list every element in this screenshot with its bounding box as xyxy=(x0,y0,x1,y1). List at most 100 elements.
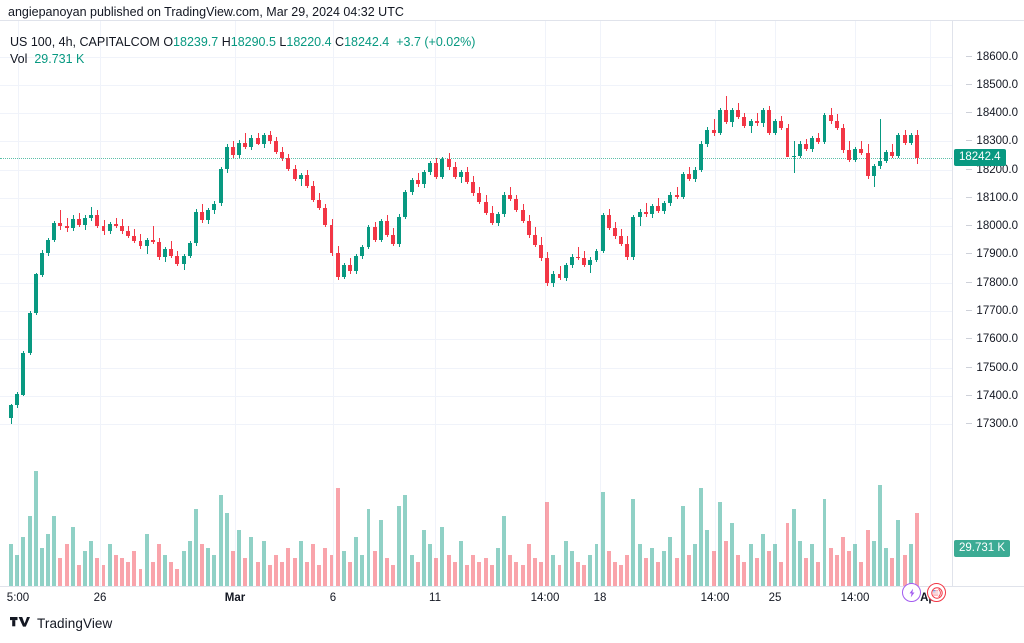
volume-bar-down xyxy=(890,558,895,586)
volume-bar-up xyxy=(163,554,168,586)
price-gridline xyxy=(0,169,952,171)
candle-body-down xyxy=(452,167,457,178)
candle-body-up xyxy=(46,239,51,254)
lightning-bolt-icon[interactable] xyxy=(902,583,921,602)
volume-bar-down xyxy=(391,565,396,586)
candle-body-up xyxy=(748,121,753,126)
volume-bar-down xyxy=(711,551,716,586)
volume-bar-down xyxy=(385,558,389,586)
us-flag-globe-icon[interactable] xyxy=(927,583,946,602)
volume-bar-down xyxy=(323,547,328,586)
volume-bar-up xyxy=(853,544,858,586)
candle-body-down xyxy=(686,174,691,179)
candle-wick xyxy=(590,257,591,273)
volume-bar-down xyxy=(514,561,519,586)
volume-bar-up xyxy=(70,526,75,586)
volume-bar-down xyxy=(557,565,562,586)
volume-bar-down xyxy=(841,537,845,586)
candle-body-up xyxy=(354,256,359,272)
volume-bar-up xyxy=(366,509,371,586)
candle-body-down xyxy=(914,135,919,158)
candle-wick xyxy=(757,113,758,126)
price-gridline xyxy=(0,113,952,115)
candle-body-down xyxy=(335,253,340,278)
volume-bar-down xyxy=(785,523,790,586)
candle-body-up xyxy=(187,243,192,257)
volume-bar-down xyxy=(606,551,611,586)
candle-body-down xyxy=(619,236,624,244)
volume-bar-down xyxy=(847,551,852,586)
candle-body-up xyxy=(341,265,346,278)
volume-bar-up xyxy=(495,547,500,586)
volume-bar-up xyxy=(360,554,365,586)
chart-corner-icons xyxy=(902,583,946,602)
time-gridline xyxy=(100,21,101,586)
volume-bar-down xyxy=(643,558,648,586)
published-byline: angiepanoyan published on TradingView.co… xyxy=(8,5,404,19)
time-axis-tick: 18 xyxy=(593,592,607,604)
candle-body-up xyxy=(144,239,149,246)
candle-body-up xyxy=(760,109,765,124)
candle-wick xyxy=(418,173,419,187)
volume-bar-down xyxy=(723,540,728,586)
volume-bar-down xyxy=(576,561,580,586)
candle-body-down xyxy=(736,109,741,118)
volume-bar-up xyxy=(15,554,20,586)
candle-body-down xyxy=(582,258,587,265)
volume-bar-down xyxy=(508,554,513,586)
candle-body-down xyxy=(643,211,648,215)
volume-bar-up xyxy=(458,540,463,586)
candle-body-up xyxy=(705,129,710,144)
volume-bar-up xyxy=(760,533,765,586)
candle-body-down xyxy=(489,212,494,223)
candle-body-up xyxy=(896,135,901,157)
price-gridline xyxy=(0,339,952,341)
volume-bar-down xyxy=(742,561,747,586)
volume-bar-down xyxy=(625,554,630,586)
volume-bar-up xyxy=(181,551,186,586)
candle-body-up xyxy=(717,109,722,133)
candle-body-down xyxy=(169,248,174,257)
candle-body-up xyxy=(588,259,593,265)
volume-bar-down xyxy=(754,558,759,586)
volume-bar-down xyxy=(471,554,476,586)
price-axis-tick: 17700.0 xyxy=(966,305,1018,317)
price-gridline xyxy=(0,197,952,199)
candle-wick xyxy=(677,186,678,200)
current-volume-badge[interactable]: 29.731 K xyxy=(954,540,1011,557)
volume-bar-up xyxy=(810,544,815,586)
volume-bar-up xyxy=(9,544,14,586)
volume-bar-up xyxy=(409,554,414,586)
price-axis-tick: 17300.0 xyxy=(966,418,1018,430)
price-tick-mark xyxy=(966,423,973,425)
volume-bar-down xyxy=(520,565,525,586)
price-gridline xyxy=(0,311,952,312)
candle-body-up xyxy=(39,252,44,275)
time-gridline xyxy=(775,21,776,586)
candle-body-down xyxy=(157,242,161,258)
volume-bar-up xyxy=(341,551,346,586)
price-tick-mark xyxy=(966,55,973,57)
candle-body-down xyxy=(120,226,124,232)
time-gridline xyxy=(545,21,546,586)
price-axis[interactable]: 18600.0 18500.0 18400.0 18300.0 18200.0 18100… xyxy=(952,21,1024,586)
price-plot-area[interactable] xyxy=(0,21,952,586)
candle-body-down xyxy=(267,134,272,142)
candle-body-down xyxy=(471,181,476,194)
candle-body-down xyxy=(329,224,334,254)
candle-body-up xyxy=(181,256,186,265)
volume-bar-down xyxy=(767,551,771,586)
candle-wick xyxy=(67,217,68,233)
current-price-badge[interactable]: 18242.4 xyxy=(954,149,1006,167)
volume-bar-up xyxy=(39,547,44,586)
candle-wick xyxy=(892,144,893,159)
volume-bar-up xyxy=(354,537,359,586)
candle-body-down xyxy=(348,265,352,272)
candle-body-up xyxy=(569,256,574,266)
candle-body-down xyxy=(834,121,839,128)
volume-bar-down xyxy=(816,561,821,586)
volume-bar-up xyxy=(403,495,408,586)
volume-bar-up xyxy=(237,530,242,586)
volume-bar-down xyxy=(434,558,439,586)
